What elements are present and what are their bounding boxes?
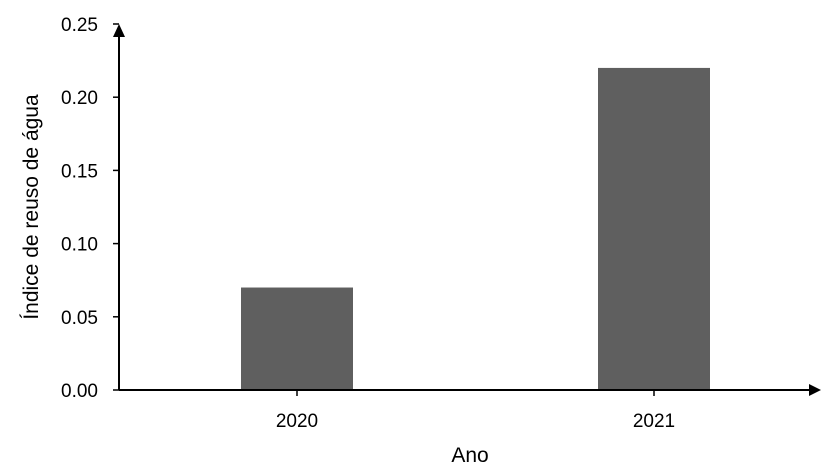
bar-2021 xyxy=(598,67,710,391)
bars-group xyxy=(241,67,710,391)
y-tick-label: 0.25 xyxy=(61,15,98,36)
x-tick-label: 2021 xyxy=(633,411,675,432)
x-tick-label: 2020 xyxy=(276,411,318,432)
y-tick-label: 0.05 xyxy=(61,308,98,329)
y-axis-ticks: 0.00 0.05 0.10 0.15 0.20 0.25 xyxy=(61,15,119,402)
y-axis-label: Índice de reuso de água xyxy=(20,94,43,320)
y-tick-label: 0.10 xyxy=(61,235,98,256)
x-axis-ticks: 2020 2021 xyxy=(276,390,675,432)
x-axis-arrow-icon xyxy=(809,384,821,396)
y-tick-label: 0.00 xyxy=(61,381,98,402)
x-axis-label: Ano xyxy=(451,444,488,467)
y-tick-label: 0.15 xyxy=(61,161,98,182)
bar-2020 xyxy=(241,287,353,390)
y-tick-label: 0.20 xyxy=(61,88,98,109)
y-axis-arrow-icon xyxy=(113,24,125,37)
